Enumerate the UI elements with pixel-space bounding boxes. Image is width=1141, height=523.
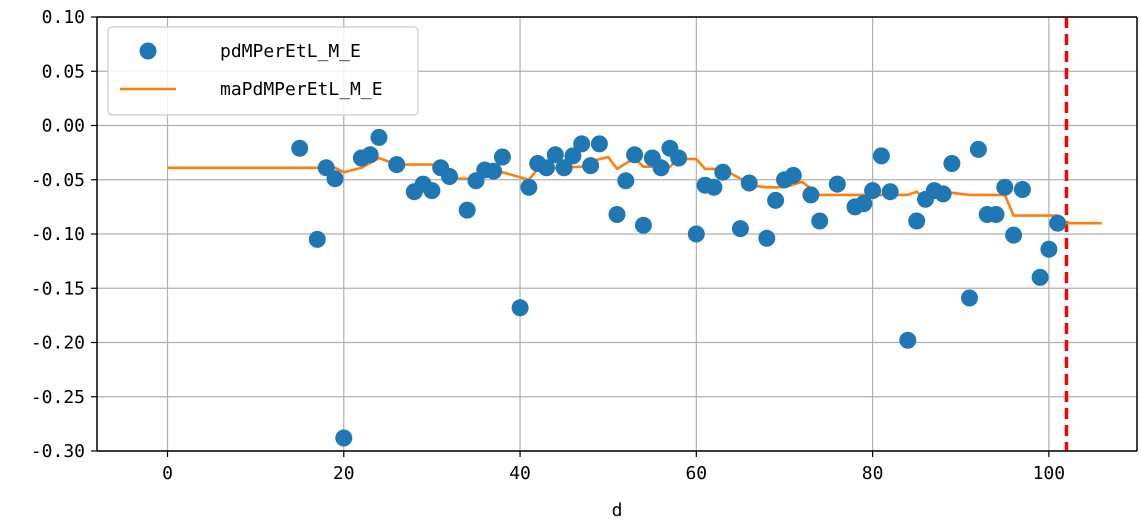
data-point bbox=[493, 148, 511, 166]
data-point bbox=[511, 299, 529, 317]
legend-marker-scatter bbox=[139, 42, 157, 60]
data-point bbox=[441, 168, 458, 185]
data-point bbox=[335, 429, 353, 447]
data-point bbox=[626, 146, 644, 164]
data-point bbox=[731, 220, 749, 238]
data-point bbox=[802, 186, 820, 204]
moving-average-line bbox=[167, 155, 1102, 225]
data-point bbox=[634, 216, 652, 234]
data-point bbox=[520, 178, 538, 196]
data-point bbox=[961, 289, 978, 307]
data-point bbox=[423, 182, 441, 200]
x-axis-label: d bbox=[612, 500, 623, 521]
data-point bbox=[943, 155, 961, 172]
data-point bbox=[1049, 214, 1067, 232]
data-point bbox=[811, 212, 829, 230]
data-point bbox=[934, 185, 952, 203]
data-point bbox=[1013, 181, 1031, 198]
grid bbox=[97, 16, 1137, 452]
legend-box bbox=[107, 26, 419, 116]
data-point bbox=[458, 201, 476, 219]
y-tick-label: -0.15 bbox=[31, 278, 85, 299]
x-tick-label: 0 bbox=[162, 463, 173, 484]
data-point bbox=[388, 156, 406, 174]
data-point bbox=[767, 191, 785, 209]
data-point bbox=[573, 135, 591, 153]
data-point bbox=[908, 212, 926, 230]
y-tick-label: -0.05 bbox=[31, 170, 85, 191]
data-point bbox=[370, 128, 388, 146]
y-tick-label: -0.10 bbox=[31, 224, 85, 245]
data-point bbox=[864, 182, 882, 200]
x-tick-label: 60 bbox=[685, 463, 707, 484]
data-point bbox=[881, 183, 899, 201]
data-point bbox=[996, 178, 1014, 196]
data-point bbox=[308, 230, 326, 248]
data-point bbox=[1005, 226, 1023, 244]
data-point bbox=[291, 139, 309, 157]
y-tick-label: 0.05 bbox=[42, 61, 85, 82]
y-tick-label: 0.10 bbox=[42, 7, 85, 28]
data-point bbox=[582, 157, 600, 175]
data-point bbox=[705, 178, 723, 196]
data-point bbox=[1031, 268, 1049, 286]
data-point bbox=[590, 135, 608, 153]
data-point bbox=[758, 229, 776, 247]
x-tick-label: 40 bbox=[509, 463, 531, 484]
x-tick-label: 20 bbox=[333, 463, 355, 484]
data-point bbox=[828, 175, 846, 193]
data-point bbox=[987, 206, 1005, 223]
x-tick-label: 100 bbox=[1033, 463, 1066, 484]
data-point bbox=[899, 331, 917, 349]
data-point bbox=[740, 174, 758, 192]
legend-label: pdMPerEtL_M_E bbox=[220, 41, 361, 62]
y-tick-label: -0.30 bbox=[31, 441, 85, 462]
data-point bbox=[617, 172, 635, 190]
y-tick-label: -0.25 bbox=[31, 387, 85, 408]
series-layer bbox=[167, 128, 1102, 447]
data-point bbox=[855, 195, 873, 213]
data-point bbox=[608, 206, 626, 223]
data-point bbox=[652, 159, 670, 177]
data-point bbox=[555, 159, 573, 177]
x-tick-label: 80 bbox=[862, 463, 884, 484]
data-point bbox=[485, 162, 503, 180]
data-point bbox=[564, 147, 582, 165]
data-point bbox=[361, 146, 379, 164]
data-point bbox=[969, 140, 987, 158]
data-point bbox=[670, 149, 688, 167]
legend: pdMPerEtL_M_E maPdMPerEtL_M_E bbox=[107, 26, 419, 116]
axes: 0 20 40 60 80 100 0.10 0.05 0.00 -0.05 -0.10 -0.15 -… bbox=[31, 7, 1138, 521]
y-tick-label: 0.00 bbox=[42, 116, 85, 137]
data-point bbox=[784, 166, 802, 184]
y-tick-label: -0.20 bbox=[31, 333, 85, 354]
data-point bbox=[326, 170, 344, 188]
data-point bbox=[714, 163, 732, 181]
data-point bbox=[538, 159, 555, 177]
data-point bbox=[546, 146, 564, 164]
data-point bbox=[687, 225, 705, 243]
data-point bbox=[1040, 240, 1058, 258]
legend-label: maPdMPerEtL_M_E bbox=[220, 79, 383, 100]
data-point bbox=[872, 147, 890, 165]
